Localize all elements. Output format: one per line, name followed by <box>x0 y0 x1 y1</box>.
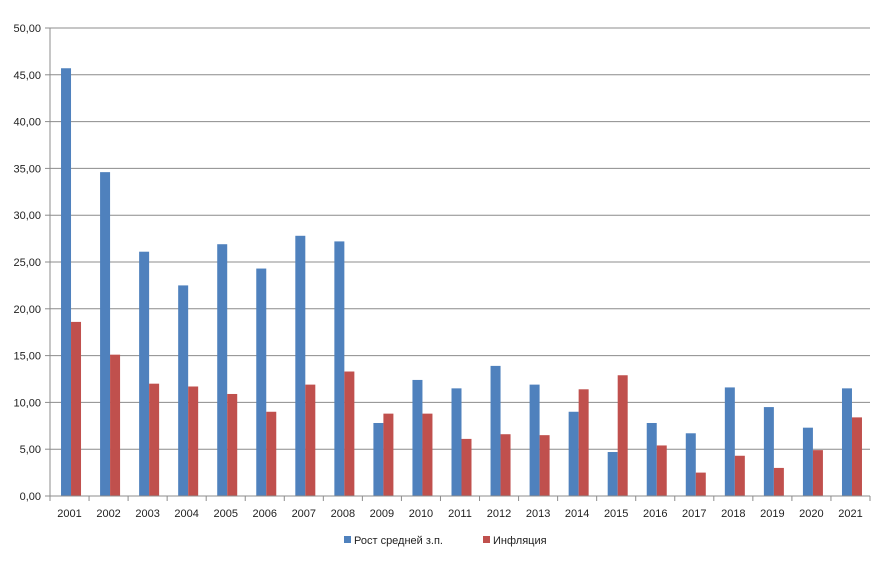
bar-wage-growth-2008 <box>334 241 345 496</box>
x-tick-label: 2018 <box>721 508 745 520</box>
bars <box>61 68 862 497</box>
bar-wage-growth-2021 <box>841 388 852 496</box>
bar-wage-growth-2019 <box>763 407 774 496</box>
legend-label-wage-growth: Рост средней з.п. <box>354 535 443 547</box>
x-tick-label: 2007 <box>292 508 316 520</box>
x-tick-label: 2001 <box>57 508 81 520</box>
x-tick-label: 2002 <box>96 508 120 520</box>
y-tick-label: 0,00 <box>20 491 41 503</box>
bar-inflation-2002 <box>110 354 121 496</box>
y-tick-label: 30,00 <box>13 210 41 222</box>
y-tick-label: 50,00 <box>13 23 41 35</box>
bar-wage-growth-2006 <box>256 268 267 496</box>
bar-wage-growth-2005 <box>217 244 228 496</box>
y-tick-label: 10,00 <box>13 397 41 409</box>
y-tick-label: 45,00 <box>13 70 41 82</box>
bar-wage-growth-2013 <box>529 384 540 496</box>
x-tick-label: 2019 <box>760 508 784 520</box>
x-tick-label: 2005 <box>213 508 237 520</box>
bar-inflation-2001 <box>71 321 82 496</box>
bar-inflation-2014 <box>578 389 589 496</box>
bar-inflation-2009 <box>383 413 394 496</box>
x-tick-label: 2010 <box>409 508 433 520</box>
bar-wage-growth-2018 <box>724 387 735 496</box>
bar-wage-growth-2003 <box>139 251 150 496</box>
bar-inflation-2021 <box>851 417 862 496</box>
legend-swatch-inflation <box>483 536 490 543</box>
legend: Рост средней з.п. Инфляция <box>344 535 547 547</box>
legend-label-inflation: Инфляция <box>493 535 547 547</box>
bar-inflation-2019 <box>773 467 784 496</box>
bar-inflation-2006 <box>266 411 277 496</box>
x-tick-label: 2014 <box>565 508 589 520</box>
bar-inflation-2003 <box>149 383 160 496</box>
x-axis-ticks: 2001 2002 2003 2004 2005 2006 2007 2008 2009 2010… <box>49 496 871 520</box>
bar-wage-growth-2011 <box>451 388 462 496</box>
bar-inflation-2012 <box>500 434 511 496</box>
bar-inflation-2017 <box>695 472 706 496</box>
bar-inflation-2018 <box>734 455 745 496</box>
x-tick-label: 2003 <box>135 508 159 520</box>
bar-wage-growth-2014 <box>568 411 579 496</box>
legend-swatch-wage-growth <box>344 536 351 543</box>
y-tick-label: 25,00 <box>13 257 41 269</box>
x-tick-label: 2015 <box>604 508 628 520</box>
bar-inflation-2007 <box>305 384 316 496</box>
x-tick-label: 2016 <box>643 508 667 520</box>
y-tick-label: 35,00 <box>13 163 41 175</box>
bar-wage-growth-2017 <box>685 433 696 496</box>
bar-wage-growth-2007 <box>295 235 306 497</box>
bar-inflation-2004 <box>188 386 199 496</box>
bar-wage-growth-2012 <box>490 365 501 496</box>
bar-wage-growth-2016 <box>646 422 657 496</box>
x-tick-label: 2006 <box>253 508 277 520</box>
bar-inflation-2008 <box>344 371 355 496</box>
bar-inflation-2005 <box>227 393 238 496</box>
x-tick-label: 2013 <box>526 508 550 520</box>
x-tick-label: 2011 <box>448 508 472 520</box>
x-tick-label: 2020 <box>799 508 823 520</box>
y-tick-label: 5,00 <box>20 444 41 456</box>
bar-inflation-2015 <box>617 375 628 496</box>
x-tick-label: 2004 <box>174 508 198 520</box>
bar-inflation-2020 <box>812 450 823 496</box>
bar-inflation-2010 <box>422 413 433 496</box>
bar-inflation-2013 <box>539 435 550 496</box>
y-tick-label: 20,00 <box>13 304 41 316</box>
y-axis-ticks: 0,00 5,00 10,00 15,00 20,00 25,00 30,00 35,00 40… <box>13 23 50 503</box>
x-tick-label: 2009 <box>370 508 394 520</box>
bar-wage-growth-2015 <box>607 452 618 496</box>
x-tick-label: 2012 <box>487 508 511 520</box>
x-tick-label: 2017 <box>682 508 706 520</box>
bar-wage-growth-2010 <box>412 379 423 496</box>
y-tick-label: 15,00 <box>13 351 41 363</box>
bar-wage-growth-2020 <box>802 427 813 496</box>
bar-inflation-2016 <box>656 445 667 496</box>
bar-wage-growth-2002 <box>100 172 111 497</box>
bar-wage-growth-2004 <box>178 285 189 496</box>
bar-wage-growth-2001 <box>61 68 72 497</box>
x-tick-label: 2021 <box>838 508 862 520</box>
bar-wage-growth-2009 <box>373 422 384 496</box>
x-tick-label: 2008 <box>331 508 355 520</box>
y-tick-label: 40,00 <box>13 117 41 129</box>
bar-inflation-2011 <box>461 438 472 496</box>
